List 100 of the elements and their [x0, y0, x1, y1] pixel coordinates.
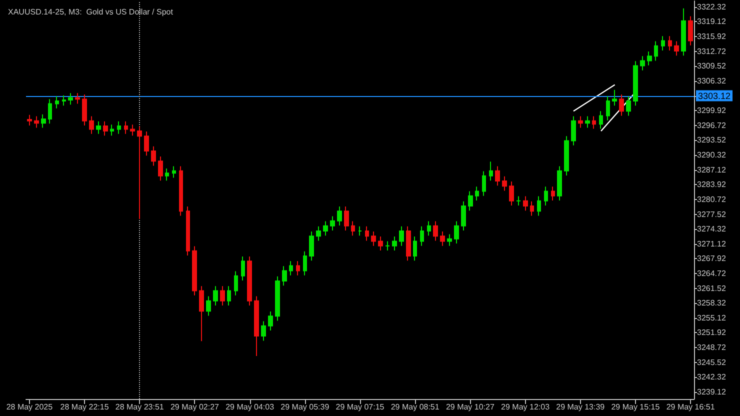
- candlestick: [130, 124, 135, 136]
- candlestick: [151, 146, 156, 166]
- candlestick: [358, 226, 362, 236]
- y-tick-label: 3315.92: [697, 32, 726, 42]
- candlestick: [640, 56, 645, 71]
- candlestick: [192, 246, 197, 296]
- y-tick-label: 3293.52: [697, 136, 726, 145]
- candlestick: [96, 120, 101, 134]
- candlestick: [406, 226, 411, 262]
- candlestick: [137, 126, 142, 220]
- candlestick: [323, 220, 328, 236]
- candlestick: [551, 186, 555, 201]
- text: XAUUSD.14-25, M3: Gold vs US Dollar / Spot: [8, 8, 174, 16]
- candlestick: [309, 230, 314, 262]
- candlestick: [27, 114, 32, 126]
- y-tick-label: 3264.72: [697, 268, 726, 278]
- candlestick: [599, 110, 603, 130]
- candlestick: [110, 124, 114, 136]
- candlestick: [454, 220, 459, 244]
- candlestick: [647, 50, 652, 66]
- candlestick: [606, 96, 610, 121]
- candlestick: [158, 156, 163, 182]
- candlestick: [592, 116, 596, 130]
- candlestick: [220, 286, 225, 306]
- candlestick: [330, 216, 335, 232]
- y-tick-label: 3239.12: [697, 387, 726, 396]
- candlestick: [172, 166, 176, 178]
- x-tick-label: 29 May 08:51: [390, 402, 440, 412]
- candlestick: [261, 320, 266, 342]
- x-tick-label: 29 May 15:15: [611, 402, 660, 412]
- y-tick-label: 3290.32: [697, 150, 726, 160]
- candlestick: [365, 226, 369, 242]
- y-tick-label: 3251.92: [697, 328, 726, 338]
- candlestick: [303, 250, 307, 276]
- x-tick-label: 29 May 16:51: [666, 402, 716, 412]
- candlestick: [227, 286, 231, 306]
- candlestick: [62, 94, 66, 106]
- candlestick: [82, 94, 87, 126]
- candlestick: [544, 186, 548, 206]
- y-tick-label: 3299.92: [697, 106, 726, 116]
- candlestick: [530, 200, 534, 216]
- candlestick: [557, 166, 562, 201]
- candlestick: [289, 260, 293, 276]
- candlestick: [55, 96, 59, 109]
- candlestick: [626, 96, 631, 116]
- y-tick-label: 3277.52: [697, 210, 726, 219]
- candlestick: [674, 40, 679, 56]
- y-tick-label: 3274.32: [697, 224, 726, 234]
- x-tick-label: 29 May 10:27: [446, 402, 495, 412]
- candlestick: [247, 256, 252, 306]
- candlestick: [668, 36, 672, 52]
- candlestick: [344, 206, 349, 232]
- y-tick-label: 3309.52: [697, 62, 726, 71]
- y-tick-label: 3287.12: [697, 165, 726, 174]
- y-tick-label: 3280.72: [697, 194, 726, 204]
- x-tick-label: 28 May 22:15: [60, 402, 110, 412]
- y-tick-label: 3271.12: [697, 239, 726, 248]
- y-tick-label: 3312.72: [697, 46, 726, 56]
- candlestick: [688, 16, 693, 46]
- candlestick: [495, 166, 500, 186]
- candlestick: [378, 236, 383, 251]
- candlestick: [661, 36, 665, 52]
- x-tick-label: 29 May 05:39: [280, 402, 330, 412]
- candlestick: [681, 8, 686, 56]
- candlestick: [385, 240, 390, 251]
- x-tick-label: 28 May 23:51: [115, 402, 164, 412]
- candlestick: [199, 286, 204, 342]
- candlestick: [213, 286, 218, 306]
- candlestick: [296, 260, 300, 276]
- y-tick-label: 3319.12: [697, 17, 726, 26]
- x-tick-label: 29 May 12:03: [501, 402, 550, 412]
- candlestick: [619, 94, 624, 116]
- candlestick: [241, 256, 245, 282]
- candlestick: [502, 176, 507, 192]
- candlestick: [475, 186, 479, 201]
- candlestick: [186, 206, 190, 256]
- candlestick: [571, 116, 576, 146]
- candlestick: [509, 180, 514, 206]
- ref-line-label: 3303.12: [698, 90, 731, 101]
- candlestick: [103, 120, 108, 136]
- candlestick: [585, 116, 590, 128]
- candlestick: [468, 190, 473, 212]
- candlestick: [34, 116, 39, 128]
- candlestick: [48, 98, 52, 124]
- candlestick: [516, 196, 521, 206]
- candlestick: [144, 131, 149, 156]
- candlestick: [371, 230, 376, 246]
- candlestick: [282, 266, 287, 286]
- candlestick: [537, 196, 541, 216]
- y-tick-label: 3306.32: [697, 76, 726, 86]
- candlestick: [420, 226, 424, 246]
- candlestick: [351, 220, 355, 236]
- y-tick-label: 3248.72: [697, 343, 726, 352]
- candlestick: [654, 40, 658, 62]
- candlestick: [337, 206, 342, 226]
- candlestick: [68, 92, 73, 106]
- candlestick: [89, 116, 94, 134]
- candlestick: [564, 136, 569, 176]
- candlestick: [427, 220, 431, 236]
- y-tick-label: 3245.52: [697, 358, 726, 367]
